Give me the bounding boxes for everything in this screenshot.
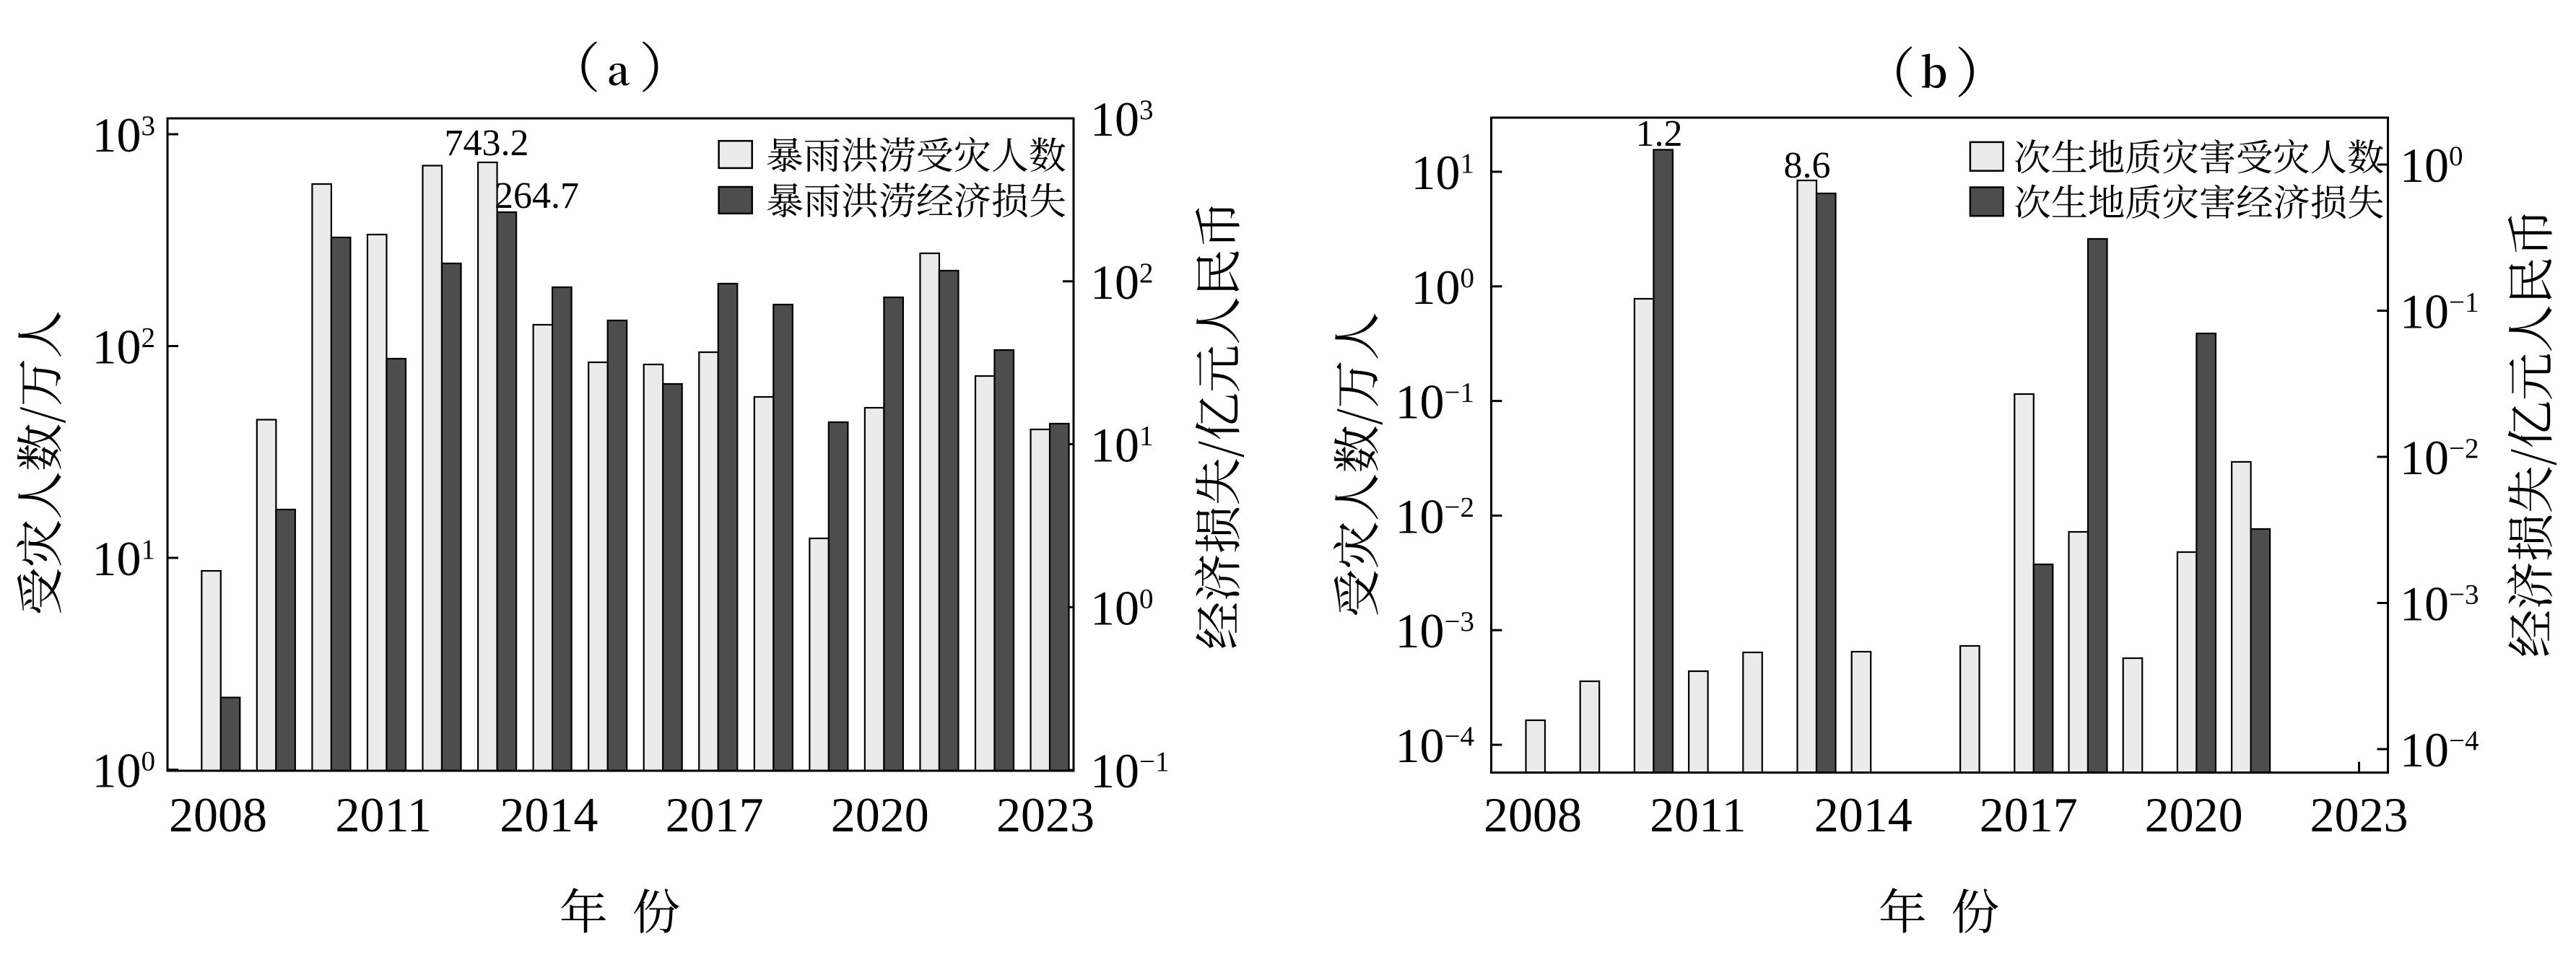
svg-text:2023: 2023	[2310, 787, 2409, 842]
svg-text:2011: 2011	[335, 787, 431, 842]
svg-text:2020: 2020	[2145, 787, 2243, 842]
svg-text:2023: 2023	[996, 787, 1095, 842]
svg-text:2014: 2014	[500, 787, 598, 842]
svg-text:2008: 2008	[169, 787, 267, 842]
svg-text:8.6: 8.6	[1784, 145, 1831, 186]
svg-text:2020: 2020	[831, 787, 929, 842]
svg-text:1.2: 1.2	[1636, 113, 1683, 154]
svg-text:2008: 2008	[1484, 787, 1582, 842]
svg-text:2017: 2017	[1980, 787, 2078, 842]
svg-text:743.2: 743.2	[445, 123, 529, 164]
svg-text:2017: 2017	[666, 787, 764, 842]
svg-text:2011: 2011	[1650, 787, 1746, 842]
svg-text:264.7: 264.7	[495, 175, 579, 217]
svg-text:10−1: 10−1	[2400, 284, 2479, 339]
svg-text:2014: 2014	[1814, 787, 1913, 842]
svg-text:103: 103	[92, 108, 156, 162]
